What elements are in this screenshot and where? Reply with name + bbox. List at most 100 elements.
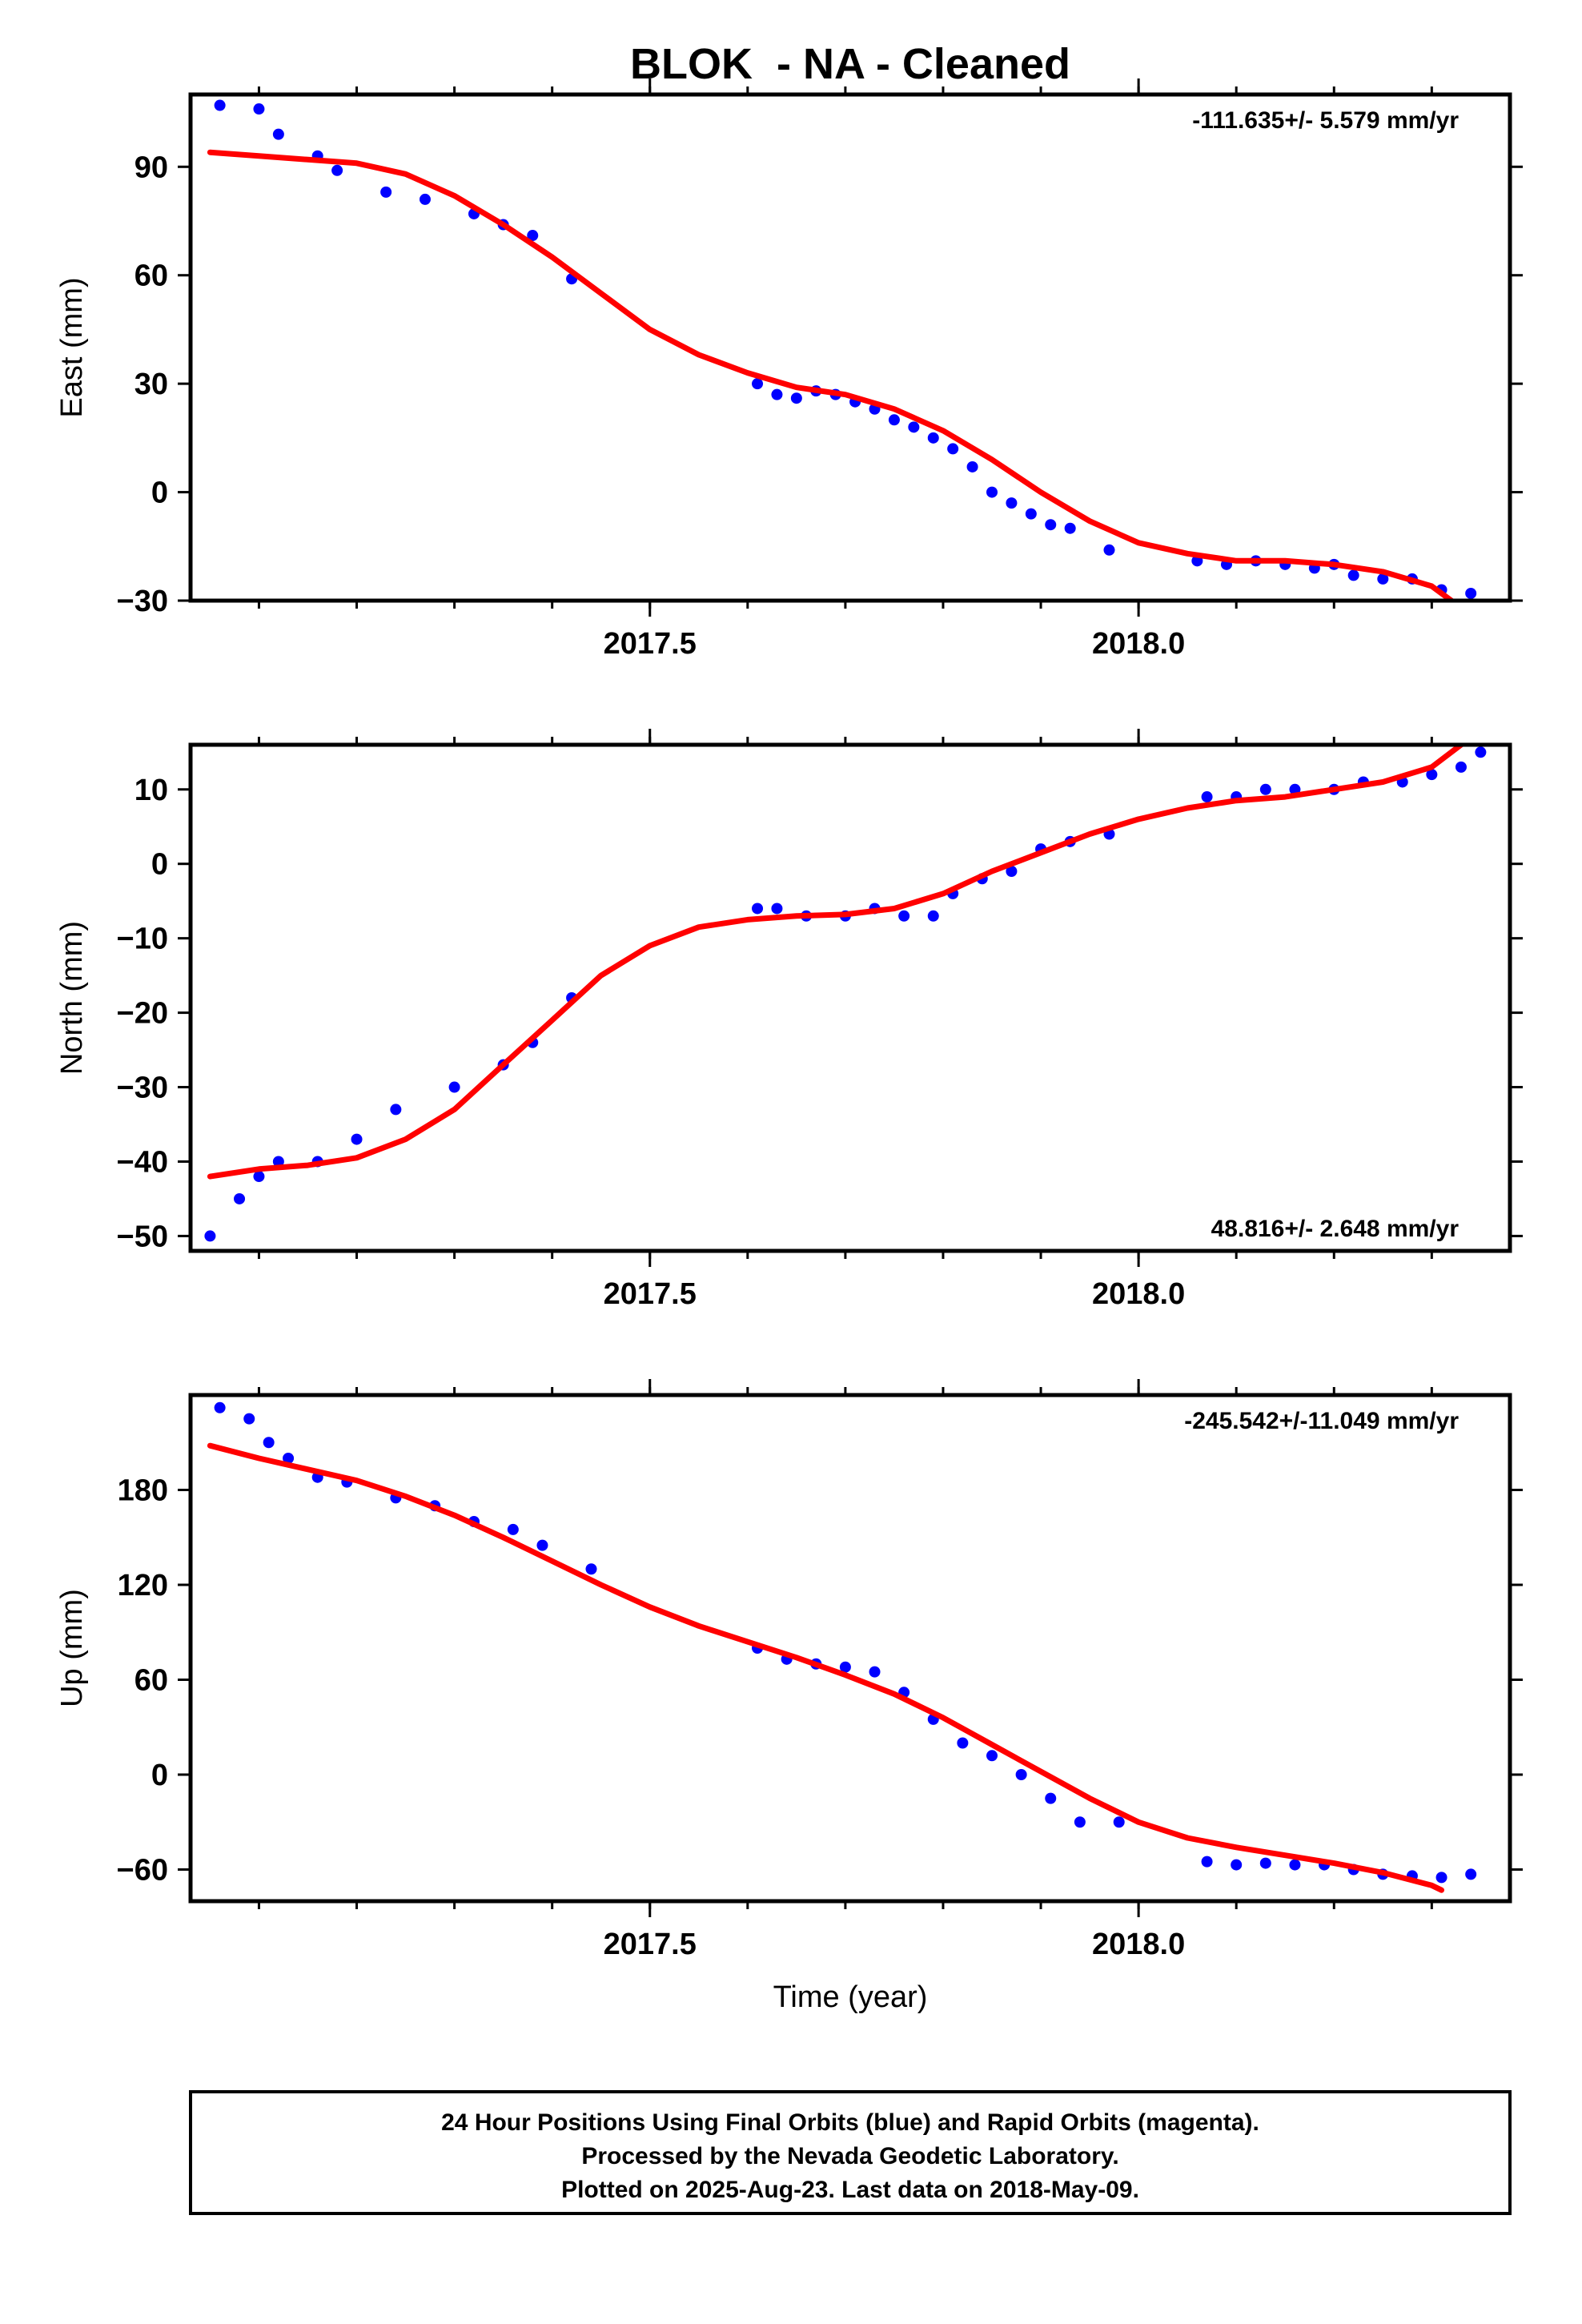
- data-point: [272, 1156, 284, 1168]
- data-point: [986, 1750, 998, 1762]
- data-point: [790, 392, 802, 404]
- data-point: [243, 1413, 255, 1425]
- footer-box: [189, 2090, 1512, 2215]
- data-point: [1465, 587, 1477, 599]
- data-point: [1006, 866, 1018, 877]
- y-tick-label: −40: [117, 1145, 168, 1179]
- data-point: [1201, 791, 1213, 803]
- data-point: [752, 903, 764, 915]
- y-tick-label: 0: [151, 848, 168, 882]
- y-tick-label: −30: [117, 1072, 168, 1105]
- data-point: [986, 486, 998, 498]
- x-tick-label: 2017.5: [604, 1928, 697, 1961]
- data-point: [752, 378, 764, 390]
- data-point: [234, 1192, 246, 1204]
- y-tick-label: 120: [118, 1569, 168, 1602]
- data-point: [947, 443, 959, 455]
- data-point: [1025, 508, 1037, 520]
- footer-line-1: 24 Hour Positions Using Final Orbits (bl…: [441, 2109, 1259, 2136]
- data-point: [419, 193, 431, 205]
- y-tick-label: −50: [117, 1220, 168, 1253]
- data-point: [839, 1661, 851, 1673]
- model-fit-line: [207, 1442, 1444, 1893]
- data-point: [1259, 783, 1271, 795]
- data-point: [272, 128, 284, 140]
- data-point: [908, 421, 920, 433]
- rate-annotation: -245.542+/-11.049 mm/yr: [1184, 1408, 1459, 1434]
- data-point: [1045, 519, 1057, 531]
- data-point: [1045, 1792, 1057, 1804]
- y-tick-label: 60: [135, 1664, 168, 1698]
- data-point: [1201, 1856, 1213, 1868]
- plot-area: [207, 1401, 1477, 1893]
- data-point: [1015, 1769, 1027, 1780]
- data-point: [507, 1523, 519, 1535]
- plot-frame: [188, 742, 1512, 1253]
- y-tick-label: 0: [151, 476, 168, 510]
- plot-area: [204, 745, 1487, 1242]
- rate-annotation: 48.816+/- 2.648 mm/yr: [1211, 1216, 1460, 1242]
- data-point: [927, 432, 939, 444]
- x-tick-label: 2018.0: [1092, 627, 1185, 661]
- data-point: [380, 186, 392, 198]
- data-point: [263, 1437, 275, 1449]
- x-axis-label: Time (year): [773, 1980, 928, 2014]
- data-point: [1465, 1868, 1477, 1880]
- x-tick-label: 2017.5: [604, 1277, 697, 1311]
- data-point: [1259, 1857, 1271, 1869]
- data-point: [1103, 544, 1115, 556]
- data-point: [927, 910, 939, 922]
- data-point: [585, 1563, 597, 1575]
- data-point: [966, 460, 978, 472]
- x-tick-label: 2018.0: [1092, 1928, 1185, 1961]
- data-point: [1435, 1872, 1447, 1884]
- north-panel: 2017.5 2018.0 10 0 −10 −20 −30 −40 −50 North (mm)…: [55, 729, 1523, 1311]
- data-point: [1006, 497, 1018, 509]
- y-tick-label: 10: [135, 774, 168, 807]
- data-point: [888, 414, 900, 426]
- x-tick-label: 2018.0: [1092, 1277, 1185, 1311]
- data-point: [1074, 1816, 1086, 1828]
- data-point: [214, 99, 226, 111]
- data-point: [1231, 1859, 1243, 1871]
- data-point: [253, 1171, 265, 1183]
- data-point: [390, 1104, 402, 1116]
- data-point: [1475, 746, 1487, 758]
- data-point: [1113, 1816, 1125, 1828]
- data-point: [957, 1737, 969, 1749]
- y-tick-label: 60: [135, 259, 168, 293]
- data-point: [771, 903, 783, 915]
- model-fit-line: [207, 745, 1464, 1180]
- y-axis-label: Up (mm): [55, 1589, 89, 1707]
- data-point: [1455, 761, 1467, 773]
- east-panel: 2017.5 2018.0 90 60 30 0 −30 East (mm) -111.635+…: [55, 78, 1523, 661]
- data-point: [448, 1081, 460, 1093]
- data-point: [1377, 573, 1389, 585]
- y-axis-label: East (mm): [55, 277, 89, 417]
- up-panel: 2017.5 2018.0 180 120 60 0 −60 Up (mm) -245.542+…: [55, 1379, 1523, 1961]
- data-point: [204, 1230, 216, 1242]
- y-tick-label: 90: [135, 151, 168, 184]
- footer-line-3: Plotted on 2025-Aug-23. Last data on 201…: [561, 2177, 1139, 2203]
- data-point: [771, 388, 783, 400]
- y-tick-label: −60: [117, 1854, 168, 1888]
- y-axis-label: North (mm): [55, 921, 89, 1075]
- data-point: [898, 910, 910, 922]
- chart-title: BLOK - NA - Cleaned: [630, 40, 1070, 88]
- model-fit-line: [207, 149, 1455, 601]
- y-tick-label: −20: [117, 997, 168, 1031]
- rate-annotation: -111.635+/- 5.579 mm/yr: [1192, 107, 1459, 134]
- data-point: [527, 230, 539, 242]
- y-tick-label: 180: [118, 1474, 168, 1508]
- y-tick-label: 30: [135, 368, 168, 401]
- data-point: [1064, 522, 1076, 534]
- data-point: [331, 164, 343, 176]
- data-point: [1289, 1859, 1301, 1871]
- data-point: [351, 1133, 363, 1145]
- data-point: [536, 1539, 548, 1551]
- data-point: [1426, 769, 1438, 781]
- y-tick-label: −30: [117, 585, 168, 618]
- plot-area: [207, 99, 1477, 601]
- data-point: [1347, 569, 1359, 581]
